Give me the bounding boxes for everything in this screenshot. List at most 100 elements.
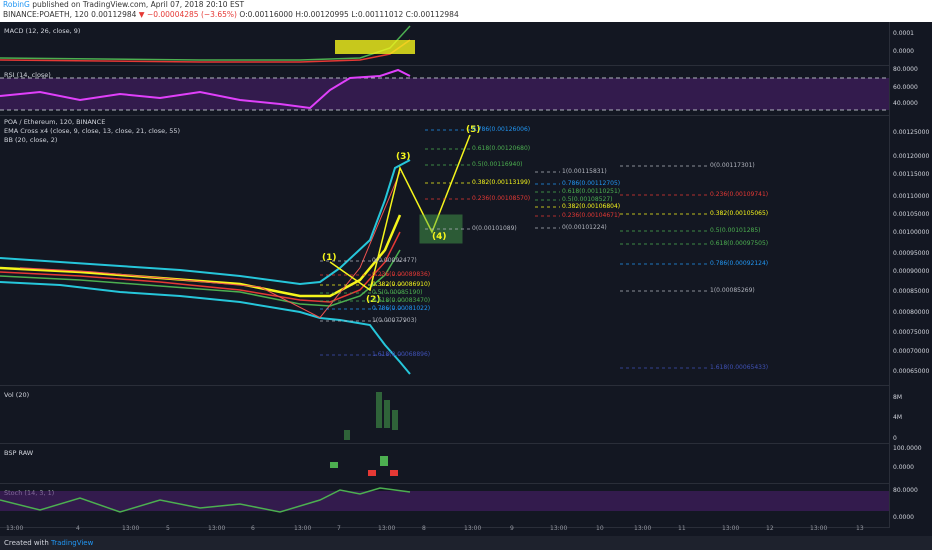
axis-label-macd: 0.0001 — [893, 30, 914, 37]
fib-label-fib_right: 0.618(0.00097505) — [710, 240, 769, 247]
axis-label-vol: 8M — [893, 394, 902, 401]
axis-label-macd: 0.0000 — [893, 48, 914, 55]
publish-info: published on TradingView.com, April 07, … — [29, 0, 245, 9]
volume-bar — [344, 430, 350, 440]
fib-label-fib_top: 0.786(0.00126006) — [472, 126, 531, 133]
created-with: Created with — [4, 539, 49, 547]
axis-label-rsi: 80.0000 — [893, 66, 918, 73]
fib-label-fib_right: 0.5(0.00101285) — [710, 227, 761, 234]
time-label: 13:00 — [294, 525, 312, 532]
axis-label-main: 0.00115000 — [893, 171, 930, 178]
axis-label-main: 0.00070000 — [893, 348, 930, 355]
axis-label-main: 0.00085000 — [893, 288, 930, 295]
fib-label-fib_right: 0.382(0.00105065) — [710, 210, 769, 217]
bsp-label: BSP RAW — [4, 449, 34, 457]
rsi-band — [0, 78, 889, 110]
macd-label: MACD (12, 26, close, 9) — [4, 27, 81, 35]
bsp-pane: BSP RAW — [0, 444, 889, 484]
fib-label-fib_right: 0.236(0.00109741) — [710, 191, 769, 198]
wave-label: (2) — [366, 295, 381, 305]
axis-label-stoch: 0.0000 — [893, 514, 914, 521]
volume-bar — [392, 410, 398, 430]
axis-label-main: 0.00080000 — [893, 309, 930, 316]
time-label: 10 — [596, 525, 604, 532]
ema-red — [0, 231, 401, 303]
fib-label-fib_left: 0.236(0.00089836) — [372, 271, 431, 278]
rsi-label: RSI (14, close) — [4, 71, 51, 79]
bollinger-lower — [0, 281, 411, 375]
bsp-bar — [380, 456, 388, 466]
publish-header: RobinG published on TradingView.com, Apr… — [0, 0, 932, 22]
fib-label-fib_top: 0.236(0.00108570) — [472, 195, 531, 202]
fib-label-fib_mid: 1(0.00115831) — [562, 168, 607, 175]
fib-label-fib_top: 0.382(0.00113199) — [472, 179, 531, 186]
axis-label-main: 0.00065000 — [893, 368, 930, 375]
axis-label-bsp: 0.0000 — [893, 464, 914, 471]
main-title: POA / Ethereum, 120, BINANCE — [4, 118, 106, 126]
time-label: 13:00 — [122, 525, 140, 532]
fib-label-fib_right: 0.786(0.00092124) — [710, 260, 769, 267]
bsp-bar — [330, 462, 338, 468]
axis-label-main: 0.00110000 — [893, 193, 930, 200]
price-axis[interactable] — [889, 22, 932, 528]
fib-label-fib_mid: 0(0.00101224) — [562, 224, 607, 231]
elliott-wave-path — [329, 134, 471, 292]
ema-green — [0, 249, 401, 307]
fib-label-fib_left: 0.382(0.00086910) — [372, 281, 431, 288]
time-label: 13:00 — [6, 525, 24, 532]
wave-label: (5) — [466, 125, 481, 135]
ema-yellow — [0, 214, 402, 298]
fib-label-fib_right: 0(0.00117301) — [710, 162, 755, 169]
vol-label: Vol (20) — [4, 391, 30, 399]
time-label: 8 — [422, 525, 426, 532]
tradingview-brand[interactable]: TradingView — [51, 539, 94, 547]
time-label: 5 — [166, 525, 170, 532]
footer: Created with TradingView — [0, 536, 932, 550]
time-label: 13:00 — [722, 525, 740, 532]
bollinger-upper — [0, 159, 411, 286]
fib-label-fib_left: 0.5(0.00085190) — [372, 289, 423, 296]
wave-label: (4) — [432, 232, 447, 242]
wave-label: (3) — [396, 152, 411, 162]
author-link[interactable]: RobinG — [3, 0, 30, 9]
time-label: 13:00 — [810, 525, 828, 532]
axis-label-main: 0.00125000 — [893, 129, 930, 136]
fib-label-fib_mid: 0.5(0.00108527) — [562, 196, 613, 203]
macd-pane: MACD (12, 26, close, 9) — [0, 22, 889, 66]
change-value: ▼ −0.00004285 (−3.65%) — [138, 10, 237, 19]
volume-pane: Vol (20) — [0, 386, 889, 444]
axis-label-main: 0.00100000 — [893, 229, 930, 236]
axis-label-main: 0.00095000 — [893, 250, 930, 257]
axis-label-bsp: 100.0000 — [893, 445, 922, 452]
rsi-pane: RSI (14, close) — [0, 66, 889, 116]
time-label: 7 — [337, 525, 341, 532]
rsi-line — [0, 68, 411, 110]
time-label: 11 — [678, 525, 686, 532]
ema-label: EMA Cross x4 (close, 9, close, 13, close… — [4, 127, 181, 135]
volume-bar — [384, 400, 390, 428]
axis-label-main: 0.00090000 — [893, 268, 930, 275]
fib-label-fib_top: 0.5(0.00116940) — [472, 161, 523, 168]
fib-label-fib_left: 0.786(0.00081022) — [372, 305, 431, 312]
bb-label: BB (20, close, 2) — [4, 136, 58, 144]
fib-label-fib_left: 0(0.00092477) — [372, 257, 417, 264]
fib-label-fib_top: 0(0.00101089) — [472, 225, 517, 232]
fib-label-fib_top: 0.618(0.00120680) — [472, 145, 531, 152]
main-pane: POA / Ethereum, 120, BINANCE EMA Cross x… — [0, 116, 889, 386]
axis-label-stoch: 80.0000 — [893, 487, 918, 494]
axis-label-rsi: 60.0000 — [893, 84, 918, 91]
axis-label-rsi: 40.0000 — [893, 100, 918, 107]
axis-label-vol: 4M — [893, 414, 902, 421]
bsp-bar — [368, 470, 376, 476]
time-label: 13:00 — [464, 525, 482, 532]
axis-label-vol: 0 — [893, 435, 897, 442]
fib-label-fib_mid: 0.786(0.00112705) — [562, 180, 621, 187]
time-label: 4 — [76, 525, 80, 532]
time-label: 13:00 — [208, 525, 226, 532]
macd-histogram — [335, 40, 415, 54]
time-label: 9 — [510, 525, 514, 532]
fib-label-fib_mid: 0.236(0.00104671) — [562, 212, 621, 219]
time-label: 6 — [251, 525, 255, 532]
wave-label: (1) — [322, 253, 337, 263]
